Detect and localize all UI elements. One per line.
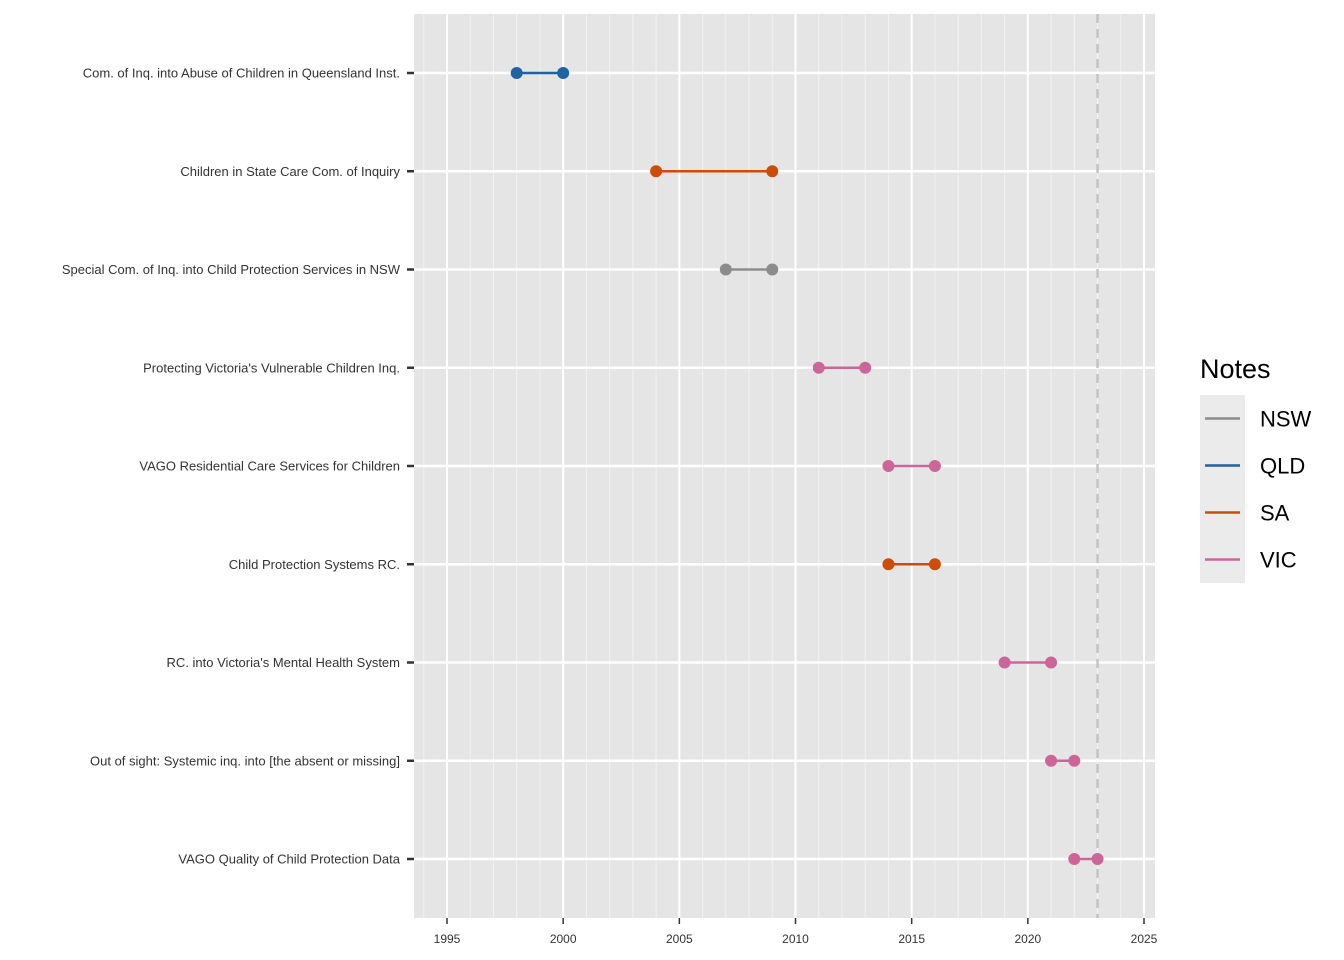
data-marks xyxy=(510,67,1104,865)
y-tick-label: Children in State Care Com. of Inquiry xyxy=(180,164,400,179)
end-point xyxy=(928,558,941,571)
start-point xyxy=(510,67,523,79)
start-point xyxy=(812,361,825,374)
dumbbell-row xyxy=(812,361,872,374)
y-tick-label: VAGO Residential Care Services for Child… xyxy=(139,459,400,474)
end-point xyxy=(766,263,779,276)
end-point xyxy=(859,361,872,374)
dumbbell-row xyxy=(1068,853,1104,865)
legend-label-sa: SA xyxy=(1260,501,1290,526)
dumbbell-row xyxy=(998,656,1058,669)
end-point xyxy=(1045,656,1058,669)
legend-label-nsw: NSW xyxy=(1260,407,1312,432)
x-tick-label: 2020 xyxy=(1014,932,1041,946)
y-tick-label: Com. of Inq. into Abuse of Children in Q… xyxy=(83,66,400,81)
y-axis: Com. of Inq. into Abuse of Children in Q… xyxy=(62,66,414,867)
y-tick-label: Child Protection Systems RC. xyxy=(229,557,400,572)
x-tick-label: 2000 xyxy=(550,932,577,946)
start-point xyxy=(998,656,1011,669)
x-tick-label: 2015 xyxy=(898,932,925,946)
y-tick-label: Protecting Victoria's Vulnerable Childre… xyxy=(143,360,400,375)
end-point xyxy=(1091,853,1104,865)
end-point xyxy=(1068,754,1081,767)
legend-title: Notes xyxy=(1200,354,1271,384)
end-point xyxy=(557,67,570,79)
y-tick-label: VAGO Quality of Child Protection Data xyxy=(178,852,400,867)
legend-label-qld: QLD xyxy=(1260,454,1305,479)
grid-lines xyxy=(414,14,1155,918)
legend: Notes NSW QLD SA VIC xyxy=(1200,354,1312,583)
y-tick-label: RC. into Victoria's Mental Health System xyxy=(167,655,400,670)
y-tick-label: Special Com. of Inq. into Child Protecti… xyxy=(62,262,401,277)
start-point xyxy=(650,165,663,178)
dumbbell-row xyxy=(882,460,941,472)
legend-label-vic: VIC xyxy=(1260,548,1297,573)
end-point xyxy=(766,165,779,178)
dumbbell-row xyxy=(1045,754,1081,767)
start-point xyxy=(1045,754,1058,767)
x-tick-label: 1995 xyxy=(434,932,461,946)
start-point xyxy=(882,460,895,472)
dumbbell-row xyxy=(719,263,779,276)
dumbbell-row xyxy=(510,67,570,79)
dumbbell-row xyxy=(650,165,779,178)
y-tick-label: Out of sight: Systemic inq. into [the ab… xyxy=(90,753,400,768)
start-point xyxy=(1068,853,1081,865)
start-point xyxy=(882,558,895,571)
end-point xyxy=(928,460,941,472)
legend-key-background xyxy=(1200,395,1245,583)
x-tick-label: 2025 xyxy=(1131,932,1158,946)
dumbbell-row xyxy=(882,558,941,571)
start-point xyxy=(719,263,732,276)
x-tick-label: 2010 xyxy=(782,932,809,946)
x-axis: 1995 2000 2005 2010 2015 2020 2025 xyxy=(434,918,1158,946)
x-tick-label: 2005 xyxy=(666,932,693,946)
